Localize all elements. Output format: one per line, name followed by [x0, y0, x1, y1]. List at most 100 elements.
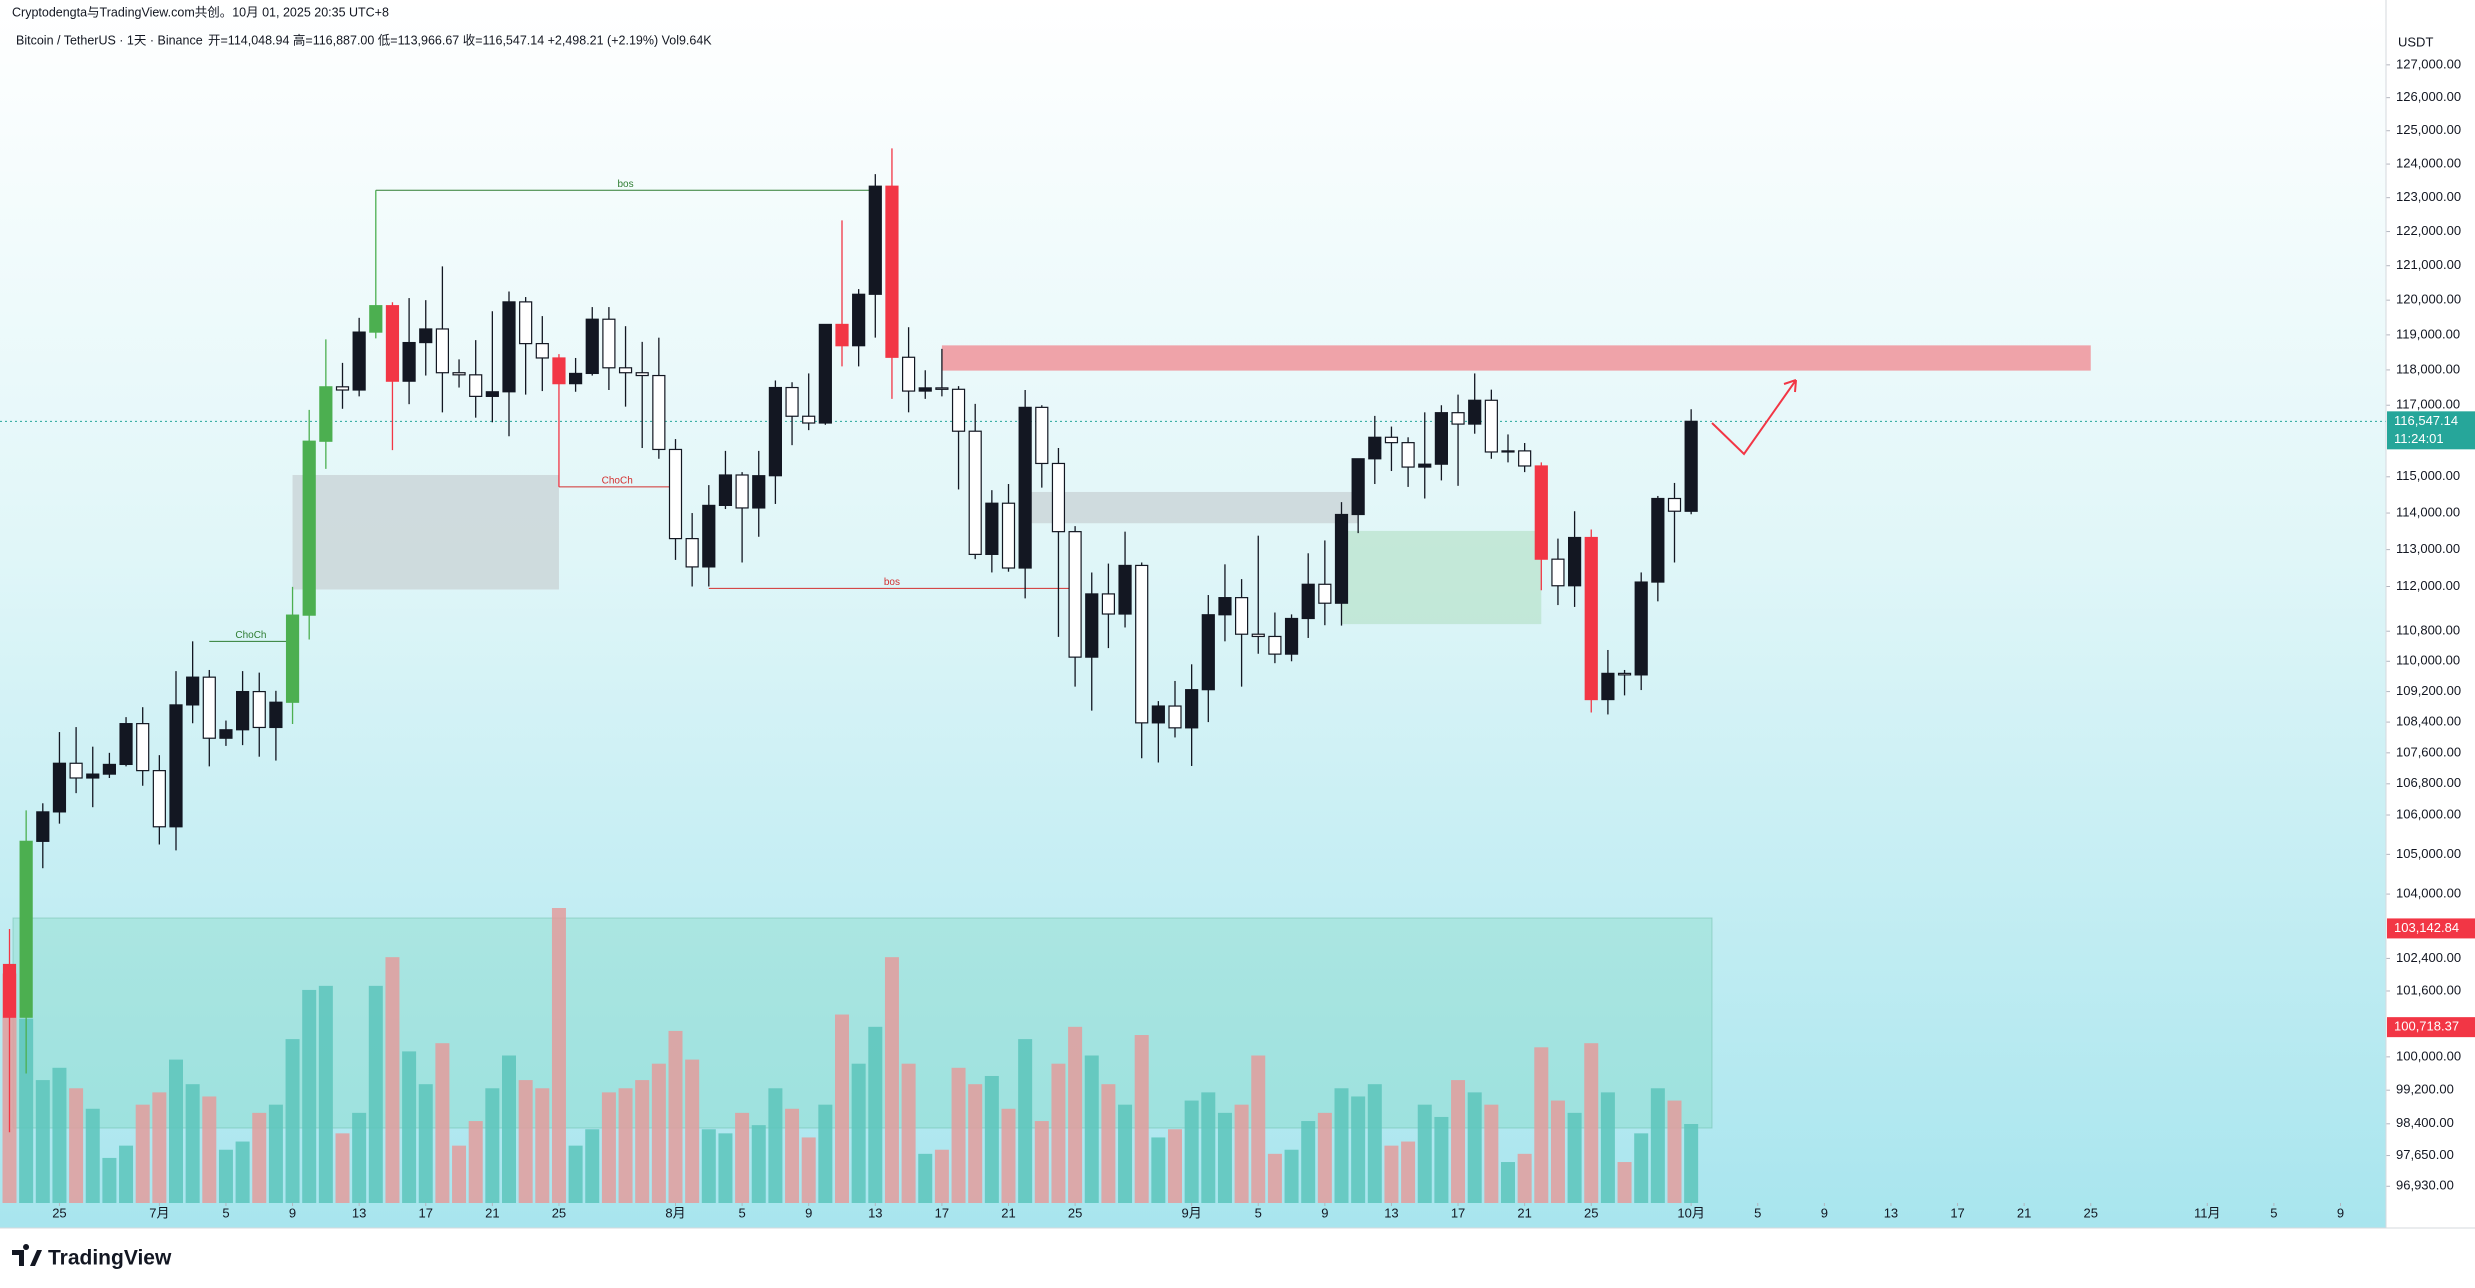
y-tick-label: 119,000.00 [2396, 326, 2460, 341]
volume-bar [19, 1018, 34, 1203]
volume-bar [1351, 1096, 1366, 1203]
candle-body [385, 305, 400, 382]
candle-body [352, 331, 366, 391]
x-tick-label: 13 [868, 1205, 882, 1220]
candle-body [1035, 406, 1049, 465]
candle-body [1484, 399, 1498, 453]
volume-bar [385, 957, 400, 1203]
volume-bar [1168, 1129, 1182, 1203]
y-tick-label: 121,000.00 [2396, 257, 2461, 272]
volume-bar [1267, 1153, 1282, 1203]
volume-bar [801, 1137, 816, 1203]
x-tick-label: 9 [1821, 1205, 1828, 1220]
volume-bar [768, 1088, 783, 1203]
x-tick-label: 17 [1451, 1205, 1465, 1220]
candle-body [568, 372, 583, 385]
brand: TradingView [48, 1247, 172, 1270]
volume-bar [335, 1133, 350, 1203]
candle-body [652, 374, 666, 451]
price-label: 103,142.84 [2394, 920, 2459, 935]
volume-bar [1101, 1084, 1116, 1203]
x-tick-label: 9 [805, 1205, 812, 1220]
candle-body [319, 386, 333, 442]
candle-body [618, 367, 633, 374]
candle-body [602, 318, 616, 369]
candle-body [1617, 672, 1632, 676]
candle-body [335, 386, 350, 391]
y-tick-label: 102,400.00 [2396, 950, 2461, 965]
candle-body [1667, 497, 1682, 512]
volume-bar [1401, 1141, 1416, 1203]
candle-body [968, 430, 982, 555]
candle-body [1301, 583, 1315, 620]
volume-bar [69, 1088, 84, 1203]
volume-bar [35, 1080, 50, 1203]
candle-body [1085, 593, 1099, 658]
volume-bar [851, 1063, 866, 1203]
candle-body [1401, 442, 1415, 468]
candle-body [818, 323, 832, 424]
candle-body [868, 185, 882, 295]
volume-bar [252, 1112, 267, 1203]
y-tick-label: 107,600.00 [2396, 744, 2461, 759]
volume-bar [1317, 1112, 1332, 1203]
candle-body [1118, 564, 1132, 615]
candle-body [1584, 536, 1598, 701]
volume-bar [1001, 1108, 1016, 1203]
volume-bar [202, 1096, 217, 1203]
ohlc: 开=114,048.94 高=116,887.00 低=113,966.67 收… [208, 32, 712, 47]
volume-bar [618, 1088, 633, 1203]
volume-bar [1334, 1088, 1349, 1203]
x-tick-label: 8月 [665, 1205, 685, 1220]
x-tick-label: 25 [1584, 1205, 1598, 1220]
volume-bar [751, 1125, 766, 1203]
candle-body [535, 343, 549, 359]
candle-body [519, 301, 533, 345]
volume-bar [1684, 1124, 1699, 1203]
volume-bar [1484, 1104, 1499, 1203]
candle-body [219, 729, 233, 739]
candle-body [136, 723, 150, 772]
volume-bar [285, 1039, 300, 1203]
candle-body [169, 704, 183, 828]
volume-bar [984, 1075, 999, 1203]
volume-bar [551, 908, 566, 1203]
candle-body [935, 387, 949, 390]
volume-bar [135, 1104, 150, 1203]
candle-body [186, 676, 200, 706]
level-label: ChoCh [235, 630, 266, 641]
y-tick-label: 104,000.00 [2396, 886, 2461, 901]
volume-bar [1667, 1100, 1682, 1203]
y-tick-label: 96,930.00 [2396, 1178, 2454, 1193]
candle-body [1334, 513, 1349, 604]
y-tick-label: 127,000.00 [2396, 56, 2461, 71]
header-line: Cryptodengta与TradingView.com共创。10月 01, 2… [12, 5, 389, 19]
volume-bar [102, 1157, 117, 1203]
candle-body [502, 301, 516, 393]
volume-bar [119, 1145, 134, 1203]
volume-bar [1184, 1100, 1199, 1203]
volume-bar [368, 985, 383, 1203]
price-label-box [2387, 411, 2475, 450]
candle-body [285, 614, 300, 703]
level-label: bos [617, 179, 633, 190]
volume-bar [218, 1149, 233, 1203]
candle-body [752, 475, 766, 509]
volume-bar [1118, 1104, 1133, 1203]
candle-body [1234, 597, 1249, 635]
y-tick-label: 114,000.00 [2396, 504, 2460, 519]
volume-bar [1517, 1153, 1532, 1203]
volume-bar [934, 1149, 949, 1203]
volume-bar [318, 985, 333, 1203]
x-tick-label: 21 [1517, 1205, 1531, 1220]
volume-bar [185, 1084, 200, 1203]
level-label: ChoCh [602, 476, 633, 487]
candle-body [1151, 705, 1165, 724]
volume-bar [1451, 1080, 1466, 1203]
x-tick-label: 13 [352, 1205, 366, 1220]
candle-body [1351, 458, 1365, 516]
candle-body [685, 538, 699, 568]
candle-body [69, 762, 83, 779]
volume-bar [601, 1092, 616, 1203]
